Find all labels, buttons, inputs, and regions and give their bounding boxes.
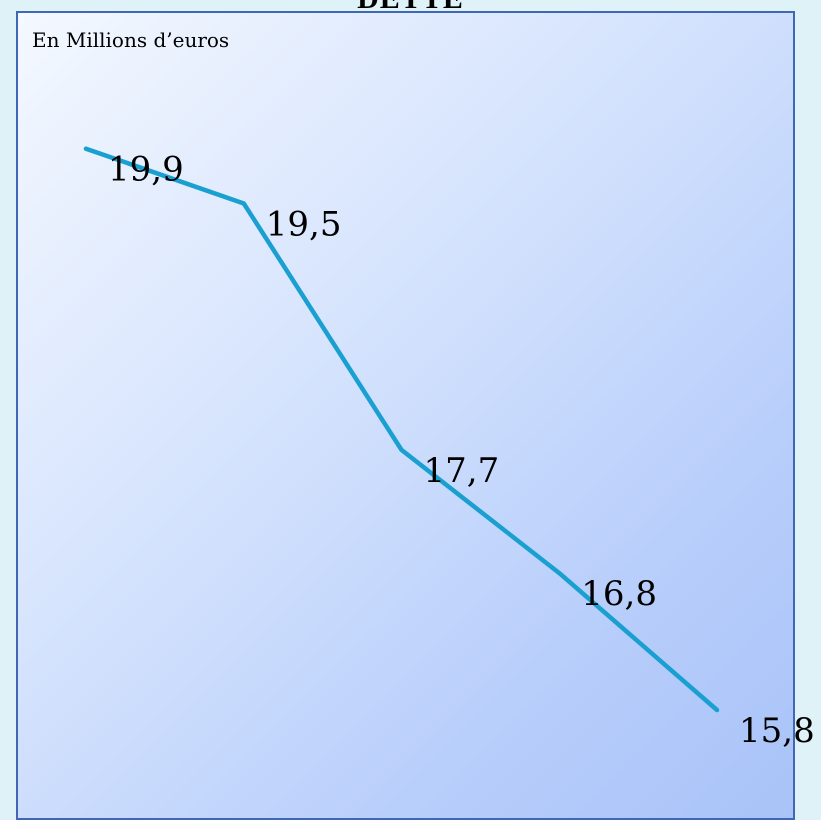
series-line — [83, 146, 720, 713]
data-point — [241, 201, 246, 206]
data-point — [557, 571, 562, 576]
data-label: 17,7 — [424, 451, 500, 491]
data-label: 19,9 — [108, 150, 184, 190]
series-line-group — [83, 146, 720, 713]
data-label: 16,8 — [581, 574, 657, 614]
unit-label: En Millions d’euros — [32, 28, 230, 52]
data-point — [84, 146, 88, 151]
chart-panel — [16, 11, 795, 820]
data-point — [399, 447, 404, 452]
data-label: 15,8 — [739, 711, 815, 751]
chart-title: DETTE — [0, 0, 821, 14]
data-point — [715, 708, 719, 712]
data-label: 19,5 — [266, 205, 342, 245]
data-labels-group: 19,9 19,5 17,7 16,8 15,8 — [108, 150, 815, 751]
